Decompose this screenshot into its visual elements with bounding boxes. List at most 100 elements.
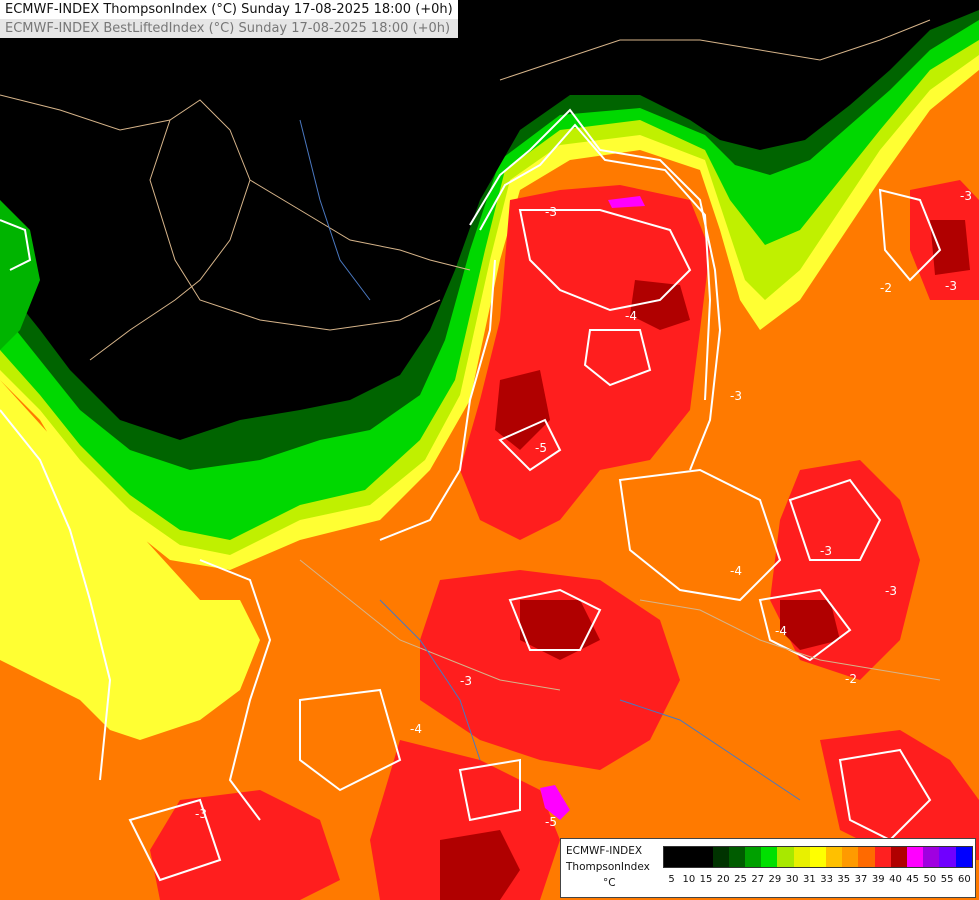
contour-line xyxy=(469,108,722,471)
contour-line xyxy=(758,588,852,662)
field-red-lowereast xyxy=(820,730,979,860)
contour-label: -4 xyxy=(730,564,742,578)
legend-swatch xyxy=(858,847,875,867)
field-red-southwest xyxy=(150,790,340,900)
contour-line xyxy=(199,559,272,821)
contour-label: -3 xyxy=(195,807,207,821)
legend-tick: 29 xyxy=(768,874,782,885)
legend-swatch xyxy=(793,847,810,867)
legend-swatch xyxy=(939,847,956,867)
legend-swatch xyxy=(680,847,697,867)
legend-tick: 33 xyxy=(820,874,833,885)
legend-swatch xyxy=(728,847,746,867)
contour-line xyxy=(128,798,222,882)
legend-tick: 37 xyxy=(854,874,868,885)
border-line xyxy=(0,94,251,361)
contour-line xyxy=(299,688,402,792)
legend-swatch xyxy=(809,847,827,867)
field-black xyxy=(0,0,979,440)
contour-line xyxy=(878,188,942,282)
legend-parameter: ThompsonIndex xyxy=(566,861,650,873)
rivers xyxy=(299,119,801,801)
field-red-south xyxy=(420,570,680,770)
legend-swatch xyxy=(842,847,859,867)
field-darkred-3 xyxy=(520,600,600,660)
contour-label: -4 xyxy=(775,624,787,638)
contour-label: -4 xyxy=(625,309,637,323)
river-line xyxy=(299,119,371,301)
legend-tick: 55 xyxy=(940,874,954,885)
contour-line xyxy=(498,418,562,472)
legend-tick: 40 xyxy=(889,874,902,885)
field-darkred-6 xyxy=(930,220,970,275)
contour-line xyxy=(0,409,112,781)
border-line xyxy=(299,559,561,691)
river-line xyxy=(619,699,801,801)
color-legend: ECMWF-INDEX ThompsonIndex °C 5 10 15 20 25 27… xyxy=(560,838,976,898)
contour-line xyxy=(458,758,521,822)
legend-tick: 35 xyxy=(837,874,851,885)
legend-tick: 50 xyxy=(923,874,937,885)
legend-swatch xyxy=(696,847,713,867)
legend-swatch xyxy=(777,847,794,867)
legend-tick: 45 xyxy=(906,874,920,885)
legend-tick: 5 xyxy=(668,874,675,885)
contour-label: -2 xyxy=(845,672,857,686)
contour-line xyxy=(618,468,782,602)
title-best-lifted-index: ECMWF-INDEX BestLiftedIndex (°C) Sunday … xyxy=(0,19,458,38)
title-thompson-index: ECMWF-INDEX ThompsonIndex (°C) Sunday 17… xyxy=(0,0,458,19)
contour-line xyxy=(379,259,496,541)
contour-line xyxy=(508,588,602,651)
field-darkred-1 xyxy=(495,370,550,450)
legend-tick: 31 xyxy=(802,874,816,885)
field-darkred-2 xyxy=(630,280,690,330)
contour-label: -3 xyxy=(960,189,972,203)
legend-swatch xyxy=(874,847,891,867)
contour-line xyxy=(0,219,32,271)
field-darkred-5 xyxy=(440,830,520,900)
contour-line xyxy=(838,748,932,842)
legend-unit: °C xyxy=(603,877,616,889)
legend-swatch xyxy=(826,847,843,867)
contour-label: -3 xyxy=(730,389,742,403)
legend-tick: 10 xyxy=(682,874,696,885)
contour-label: -3 xyxy=(945,279,957,293)
contour-label: -3 xyxy=(820,544,832,558)
legend-swatch xyxy=(955,847,972,867)
legend-tick: 20 xyxy=(716,874,730,885)
legend-swatch xyxy=(664,847,681,867)
contour-labels: -3 -4 -5 -3 -4 -3 -3 -4 -3 -5 -3 -2 -3 -… xyxy=(195,189,972,829)
contour-line xyxy=(479,123,712,401)
contour-line xyxy=(788,478,882,561)
border-line xyxy=(639,599,941,681)
border-line xyxy=(499,19,931,81)
borders xyxy=(0,19,941,691)
contour-label: -5 xyxy=(535,441,547,455)
field-left-green xyxy=(0,200,40,350)
contour-label: -3 xyxy=(460,674,472,688)
legend-swatch xyxy=(923,847,940,867)
border-line xyxy=(149,119,441,331)
border-line xyxy=(249,179,471,271)
legend-source: ECMWF-INDEX xyxy=(566,845,643,857)
contour-label: -4 xyxy=(410,722,422,736)
legend-swatch xyxy=(890,847,908,867)
river-line xyxy=(379,599,481,761)
field-magenta-1 xyxy=(608,196,645,208)
legend-color-scale xyxy=(663,846,973,868)
lifted-index-contours xyxy=(0,108,942,882)
legend-tick: 15 xyxy=(699,874,713,885)
contour-line xyxy=(583,329,652,387)
map-title-block: ECMWF-INDEX ThompsonIndex (°C) Sunday 17… xyxy=(0,0,458,38)
contour-label: -3 xyxy=(545,205,557,219)
field-magenta-2 xyxy=(540,785,570,820)
legend-swatch xyxy=(761,847,778,867)
legend-tick: 30 xyxy=(785,874,799,885)
contour-label: -2 xyxy=(880,281,892,295)
field-darkred-4 xyxy=(780,600,840,650)
contour-label: -3 xyxy=(885,584,897,598)
legend-tick: 25 xyxy=(734,874,747,885)
legend-swatch xyxy=(745,847,762,867)
legend-tick: 60 xyxy=(957,874,971,885)
